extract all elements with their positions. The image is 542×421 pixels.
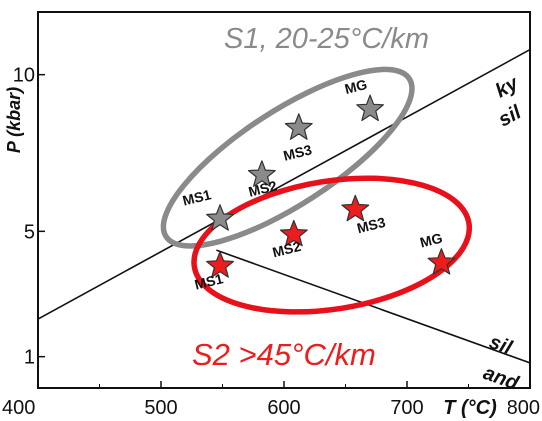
x-tick-label-600: 600 bbox=[267, 397, 300, 419]
reaction-label-sil-lower: sil bbox=[486, 331, 515, 359]
point-label-s1-ms3: MS3 bbox=[282, 141, 314, 164]
field-ellipses-layer bbox=[160, 66, 473, 315]
sample-star-s2-ms1 bbox=[206, 251, 234, 278]
field-ellipse-2 bbox=[191, 175, 473, 315]
point-label-s1-ms2: MS2 bbox=[247, 177, 279, 200]
sample-points-layer bbox=[206, 94, 456, 278]
sample-star-s2-mg bbox=[427, 248, 456, 275]
y-axis-label: P (kbar) bbox=[4, 87, 24, 153]
x-tick-label-800: 800 bbox=[507, 397, 540, 419]
sample-star-s1-ms1 bbox=[206, 204, 234, 231]
x-axis-label-bg bbox=[434, 394, 508, 420]
field-ellipse-1 bbox=[160, 66, 415, 249]
sample-star-s1-ms3 bbox=[284, 113, 313, 140]
series-label-s1: S1, 20-25°C/km bbox=[224, 23, 429, 55]
sample-star-s1-ms2 bbox=[247, 160, 276, 187]
reaction-line-ky-sil bbox=[37, 48, 531, 320]
sample-star-s2-ms2 bbox=[279, 219, 308, 247]
point-label-s2-ms2: MS2 bbox=[271, 238, 303, 261]
reaction-label-and: and bbox=[480, 362, 522, 395]
series-label-s2: S2 >45°C/km bbox=[192, 337, 376, 372]
y-tick-label-1: 1 bbox=[24, 347, 35, 369]
sample-star-s2-ms3 bbox=[341, 194, 370, 222]
reaction-label-sil-upper: sil bbox=[495, 101, 525, 131]
x-tick-label-700: 700 bbox=[390, 397, 423, 419]
y-tick-label-5: 5 bbox=[24, 221, 35, 243]
reaction-line-sil-and bbox=[216, 249, 531, 364]
x-tick-label-500: 500 bbox=[144, 397, 177, 419]
reaction-lines-layer bbox=[37, 48, 531, 364]
point-label-s2-ms1: MS1 bbox=[193, 270, 225, 293]
x-tick-label-400: 400 bbox=[2, 397, 35, 419]
point-label-s2-ms3: MS3 bbox=[355, 214, 387, 237]
x-axis-label: T (°C) bbox=[443, 397, 497, 419]
point-label-s2-mg: MG bbox=[418, 230, 444, 251]
point-label-s1-ms1: MS1 bbox=[181, 186, 213, 209]
reaction-label-ky: ky bbox=[492, 72, 523, 102]
y-tick-label-10: 10 bbox=[13, 65, 35, 87]
point-label-s1-mg: MG bbox=[343, 76, 369, 97]
axes-layer: 400 500 600 700 800 1 5 10P (kbar) T (°C) bbox=[2, 11, 540, 420]
sample-star-s1-mg bbox=[356, 94, 384, 122]
